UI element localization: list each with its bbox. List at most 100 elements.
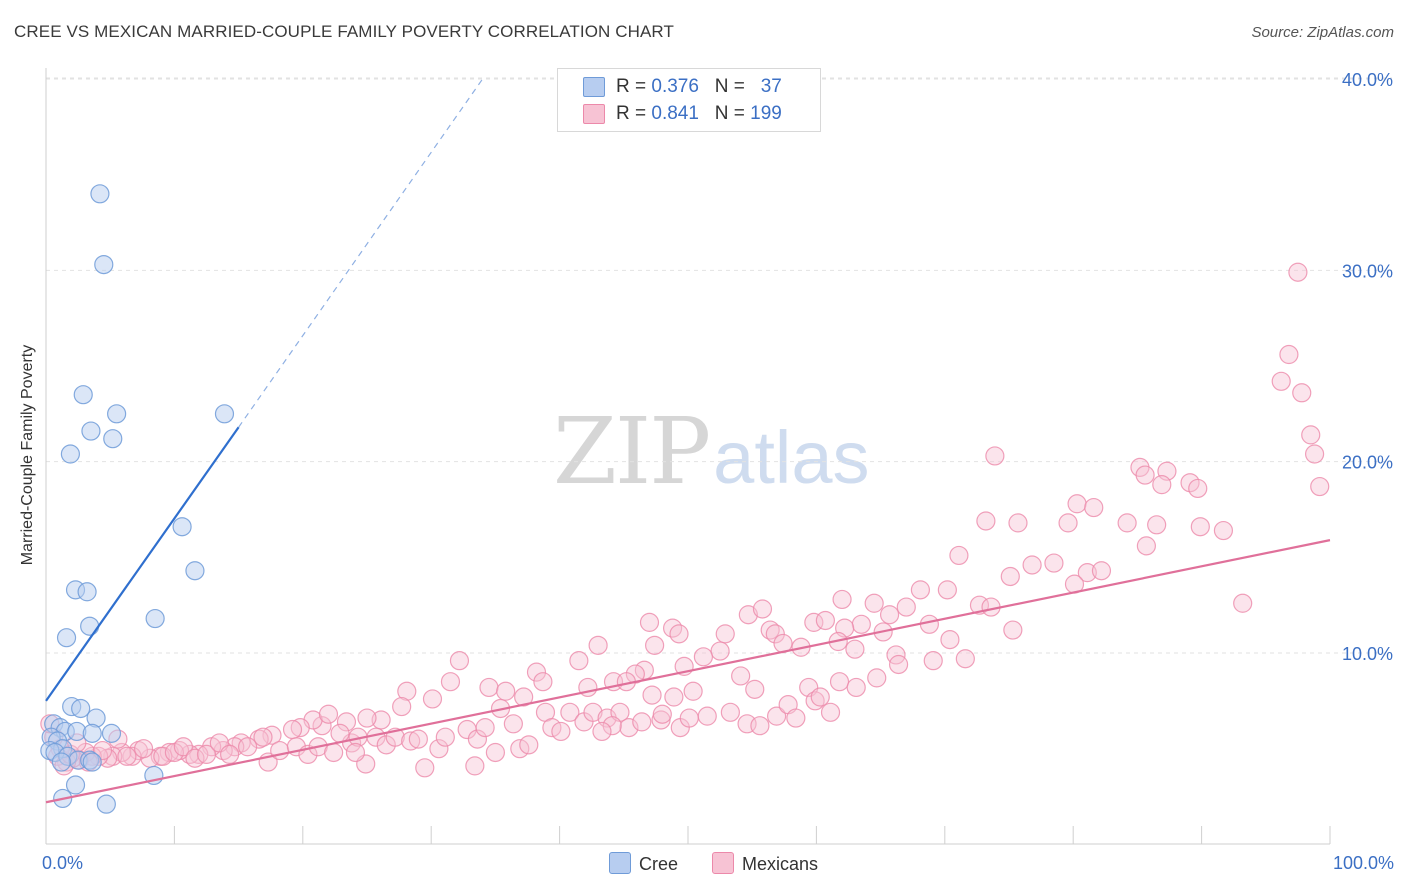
mexicans-point-195 bbox=[519, 735, 539, 755]
gridlines bbox=[46, 77, 1392, 654]
mexicans-point-141 bbox=[196, 744, 217, 765]
mexicans-point-145 bbox=[253, 727, 273, 747]
cree-point-7 bbox=[214, 404, 235, 424]
mexicans-point-66 bbox=[645, 635, 665, 655]
mexicans-point-26 bbox=[1022, 555, 1042, 575]
mexicans-point-39 bbox=[879, 605, 900, 625]
mexicans-point-73 bbox=[514, 687, 534, 707]
y-tick-label-0: 10.0% bbox=[1342, 644, 1393, 664]
cree-point-23 bbox=[101, 723, 122, 743]
mexicans-point-96 bbox=[357, 708, 377, 728]
mexicans-point-166 bbox=[475, 718, 495, 738]
mexicans-point-8 bbox=[1135, 465, 1155, 485]
mexicans-point-48 bbox=[639, 612, 660, 632]
mexicans-point-180 bbox=[697, 706, 717, 726]
mexicans-point-167 bbox=[503, 714, 523, 734]
mexicans-point-0 bbox=[1288, 262, 1308, 282]
trend-lines bbox=[45, 78, 1331, 804]
mexicans-point-77 bbox=[422, 689, 443, 709]
mexicans-point-90 bbox=[829, 672, 850, 692]
mexicans-point-51 bbox=[765, 624, 785, 644]
legend-item-mexicans: Mexicans bbox=[712, 852, 818, 875]
mexicans-point-177 bbox=[651, 710, 671, 730]
mexicans-point-152 bbox=[318, 704, 339, 724]
mexicans-point-165 bbox=[467, 729, 488, 749]
mexicans-point-193 bbox=[652, 704, 672, 724]
mexicans-point-91 bbox=[846, 677, 866, 698]
mexicans-point-14 bbox=[1067, 494, 1087, 514]
cree-point-13 bbox=[145, 608, 165, 629]
mexicans-point-3 bbox=[1292, 383, 1312, 403]
mexicans-r-value: 0.841 bbox=[651, 103, 699, 124]
mexicans-point-94 bbox=[392, 696, 412, 717]
mexicans-point-64 bbox=[693, 647, 714, 667]
cree-point-14 bbox=[56, 628, 77, 648]
mexicans-trend-line bbox=[45, 539, 1331, 804]
mexicans-point-109 bbox=[180, 744, 200, 765]
mexicans-point-34 bbox=[864, 593, 884, 613]
cree-point-9 bbox=[185, 561, 205, 581]
cree-point-4 bbox=[81, 421, 101, 441]
cree-point-16 bbox=[71, 698, 91, 719]
x-tick-label-0: 0.0% bbox=[42, 853, 83, 873]
mexicans-point-38 bbox=[1233, 593, 1253, 613]
mexicans-point-16 bbox=[1058, 513, 1078, 533]
mexicans-point-45 bbox=[738, 605, 758, 625]
tick-labels: 10.0% 20.0% 30.0% 40.0% 0.0% 100.0% bbox=[42, 70, 1394, 873]
cree-n-value: 37 bbox=[760, 76, 782, 97]
cree-point-1 bbox=[94, 254, 114, 275]
mexicans-point-199 bbox=[345, 742, 366, 763]
mexicans-point-198 bbox=[415, 758, 435, 778]
mexicans-point-18 bbox=[976, 511, 996, 531]
mexicans-point-171 bbox=[560, 702, 580, 722]
mexicans-point-50 bbox=[669, 624, 689, 644]
mexicans-point-76 bbox=[440, 672, 461, 692]
mexicans-point-13 bbox=[1310, 476, 1330, 497]
y-tick-label-2: 30.0% bbox=[1342, 261, 1393, 281]
mexicans-point-17 bbox=[1008, 513, 1028, 533]
mexicans-point-97 bbox=[336, 712, 357, 732]
mexicans-point-25 bbox=[1000, 566, 1020, 587]
cree-n-label: N = bbox=[714, 76, 751, 97]
mexicans-point-196 bbox=[485, 742, 505, 763]
mexicans-point-62 bbox=[955, 649, 975, 669]
cree-trend-line bbox=[45, 426, 240, 702]
cree-point-3 bbox=[107, 404, 127, 424]
mexicans-point-69 bbox=[588, 635, 608, 655]
mexicans-point-71 bbox=[526, 662, 547, 682]
cree-point-0 bbox=[90, 184, 110, 204]
mexicans-point-144 bbox=[237, 737, 258, 757]
watermark-atlas: atlas bbox=[713, 416, 870, 499]
mexicans-point-2 bbox=[1271, 371, 1291, 391]
cree-point-5 bbox=[103, 429, 123, 449]
mexicans-point-93 bbox=[888, 654, 909, 675]
watermark-zip: ZIP bbox=[553, 398, 711, 505]
mexicans-point-35 bbox=[896, 597, 916, 617]
legend-mexicans-swatch bbox=[712, 852, 734, 874]
mexicans-point-21 bbox=[1190, 517, 1210, 537]
cree-point-35 bbox=[65, 775, 86, 795]
mexicans-point-70 bbox=[569, 651, 589, 671]
mexicans-point-79 bbox=[479, 677, 499, 698]
mexicans-point-139 bbox=[173, 737, 193, 757]
mexicans-point-192 bbox=[592, 721, 612, 742]
mexicans-point-181 bbox=[720, 702, 740, 722]
mexicans-point-101 bbox=[282, 719, 303, 740]
mexicans-point-33 bbox=[832, 589, 852, 610]
legend-item-cree: Cree bbox=[609, 852, 678, 875]
mexicans-point-61 bbox=[923, 651, 943, 671]
legend-cree-swatch bbox=[609, 852, 631, 874]
mexicans-point-31 bbox=[910, 580, 931, 600]
mexicans-point-29 bbox=[1091, 561, 1112, 581]
mexicans-point-194 bbox=[551, 721, 571, 742]
mexicans-point-32 bbox=[937, 580, 957, 600]
mexicans-point-10 bbox=[1152, 475, 1172, 495]
mexicans-point-80 bbox=[496, 681, 516, 701]
legend-mexicans-label: Mexicans bbox=[742, 854, 819, 874]
mexicans-point-191 bbox=[602, 716, 622, 736]
mexicans-point-186 bbox=[786, 708, 806, 728]
mexicans-point-40 bbox=[851, 614, 871, 634]
mexicans-point-78 bbox=[397, 681, 417, 701]
source-label: Source: ZipAtlas.com bbox=[1251, 24, 1394, 41]
